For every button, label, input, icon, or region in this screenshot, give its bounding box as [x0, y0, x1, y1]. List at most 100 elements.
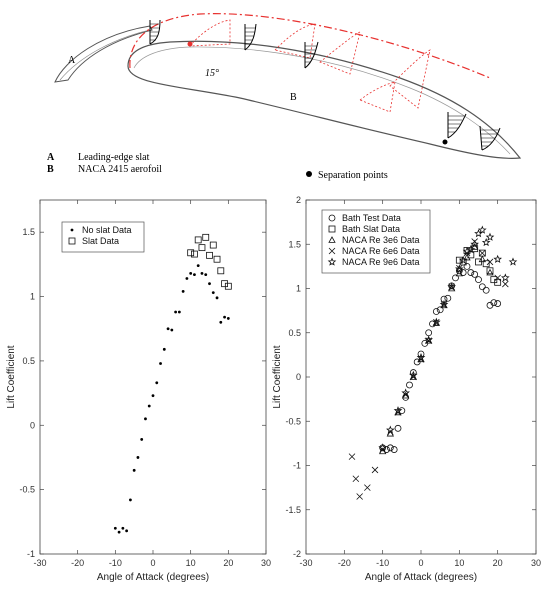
- data-point: [463, 253, 471, 261]
- data-point: [467, 269, 475, 276]
- data-point: [508, 257, 518, 266]
- data-point: [348, 453, 356, 460]
- aerofoil-inner-line: [133, 46, 511, 155]
- series-no-slat-data: [113, 264, 230, 534]
- data-point: [425, 329, 433, 337]
- aerofoil-label: B: [290, 92, 297, 103]
- data-point: [490, 299, 498, 307]
- data-point: [209, 241, 217, 249]
- data-point: [386, 444, 394, 452]
- data-point: [455, 264, 464, 273]
- data-point: [494, 278, 502, 286]
- data-point: [191, 250, 198, 258]
- data-point: [166, 327, 170, 331]
- y-tick-label: 1.5: [288, 239, 301, 249]
- y-tick-label: -1: [293, 461, 301, 471]
- x-tick-label: 10: [454, 558, 464, 568]
- data-point: [155, 381, 159, 385]
- separation-point-red: [187, 41, 193, 47]
- data-point: [226, 317, 230, 320]
- data-point: [455, 269, 464, 277]
- x-tick-label: 30: [261, 558, 271, 568]
- data-point: [223, 315, 226, 319]
- naca-2415-profile: [127, 40, 522, 159]
- red-separated-region-4: [389, 49, 431, 109]
- data-point: [439, 299, 449, 309]
- chart-right: -30 -20 -10 0 10 20 30 -2 -1.5 -1 -0.5 0 0.5 1 1.5 2 Ang…: [272, 195, 541, 583]
- y-tick-label: -1.5: [285, 505, 301, 515]
- data-point: [452, 274, 459, 282]
- x-tick-label: -30: [299, 558, 312, 568]
- data-point: [174, 310, 178, 314]
- y-tick-label: -2: [293, 549, 301, 559]
- red-separated-region-1: [189, 19, 231, 47]
- data-point: [219, 320, 223, 324]
- y-tick-label: 0.5: [288, 328, 301, 338]
- data-point: [147, 404, 151, 408]
- y-tick-label: 0: [30, 420, 35, 430]
- data-point: [386, 425, 395, 434]
- legend-label: No slat Data: [82, 225, 132, 235]
- y-tick-label: 0.5: [22, 356, 35, 366]
- red-separated-region-3: [319, 31, 361, 75]
- boundary-layer-profiles: [149, 19, 501, 151]
- data-point: [198, 244, 206, 252]
- series-slat-data: [187, 233, 232, 290]
- data-point: [486, 258, 494, 266]
- legend-label: NACA Re 6e6 Data: [342, 246, 420, 256]
- legend-key-a: A: [47, 152, 55, 163]
- data-point: [144, 417, 147, 421]
- legend-marker: [327, 257, 337, 266]
- data-point: [432, 317, 441, 326]
- data-point: [364, 484, 371, 491]
- data-point: [125, 529, 129, 533]
- data-point: [409, 369, 417, 376]
- legend-label: Bath Test Data: [342, 213, 401, 223]
- data-point: [177, 310, 181, 314]
- data-point: [371, 466, 379, 474]
- legend-label: NACA Re 3e6 Data: [342, 235, 420, 245]
- data-point: [470, 239, 479, 248]
- legend-text-a: Leading-edge slat: [78, 152, 150, 163]
- x-tick-label: 20: [223, 558, 233, 568]
- data-point: [170, 328, 174, 332]
- data-point: [213, 255, 221, 263]
- data-point: [208, 282, 211, 286]
- slat-label: A: [68, 55, 76, 66]
- x-tick-label: -30: [33, 558, 46, 568]
- series-naca-re-9e6-data: [378, 225, 518, 452]
- data-point: [409, 370, 418, 379]
- data-point: [478, 225, 487, 234]
- data-point: [482, 286, 490, 294]
- data-point: [378, 443, 387, 452]
- legend-marker: [328, 247, 336, 255]
- data-point: [151, 394, 155, 398]
- velocity-profile-4: [447, 112, 467, 139]
- data-point: [486, 268, 494, 276]
- data-point: [121, 526, 125, 530]
- plot-frame: [39, 199, 267, 555]
- legend-marker: [328, 214, 336, 222]
- separation-legend-dot: [306, 171, 312, 177]
- data-point: [185, 277, 189, 280]
- separation-legend-text: Separation points: [318, 170, 388, 181]
- data-point: [458, 255, 468, 264]
- data-point: [196, 264, 200, 268]
- y-axis-label: Lift Coefficient: [272, 345, 283, 408]
- data-point: [211, 291, 215, 295]
- data-point: [485, 232, 495, 241]
- data-point: [132, 468, 136, 472]
- data-point: [224, 282, 232, 290]
- legend-label: NACA Re 9e6 Data: [342, 257, 420, 267]
- data-point: [436, 306, 444, 314]
- data-point: [390, 446, 398, 453]
- legend-marker: [328, 236, 336, 243]
- data-point: [204, 273, 208, 277]
- data-point: [193, 273, 196, 277]
- red-separated-region-5: [359, 81, 396, 113]
- series-naca-re-6e6-data: [348, 238, 509, 500]
- data-point: [479, 249, 486, 257]
- data-point: [162, 347, 166, 351]
- legend-box: [61, 221, 145, 253]
